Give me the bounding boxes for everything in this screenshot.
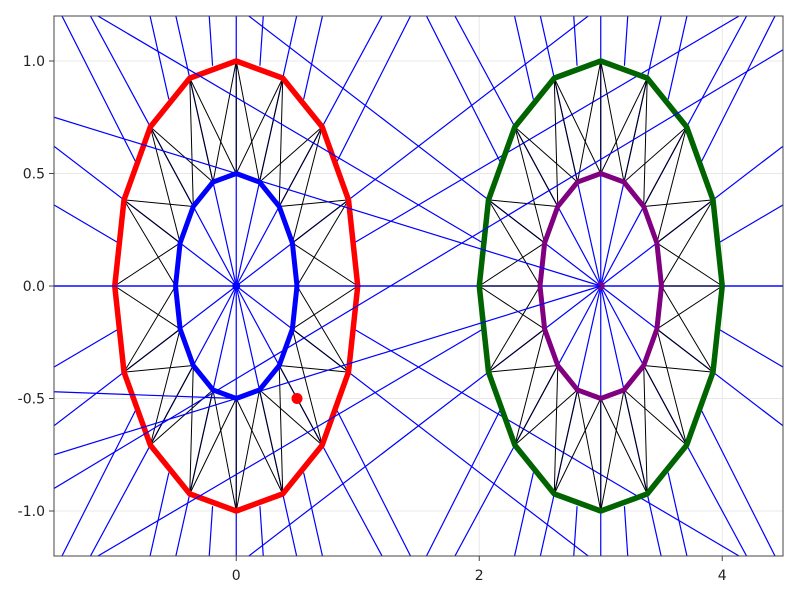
x-tick-label: 4 xyxy=(718,568,727,584)
y-tick-label: 0.0 xyxy=(23,279,45,295)
x-tick-label: 0 xyxy=(232,568,241,584)
y-tick-label: -0.5 xyxy=(18,392,45,408)
x-tick-label: 2 xyxy=(475,568,484,584)
y-tick-label: 0.5 xyxy=(23,167,45,183)
y-tick-label: 1.0 xyxy=(23,54,45,70)
highlight-point xyxy=(292,393,303,404)
y-tick-label: -1.0 xyxy=(18,504,45,520)
